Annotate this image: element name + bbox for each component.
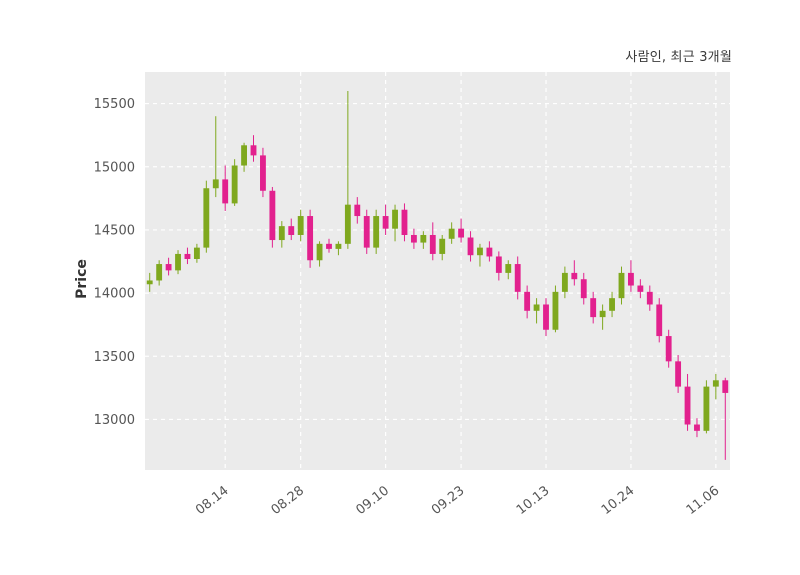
candle-body	[146, 280, 153, 285]
candle-body	[561, 272, 568, 292]
candle-body	[241, 145, 247, 166]
candle-body	[524, 291, 531, 311]
candle-body	[222, 179, 229, 204]
candle-body	[260, 155, 266, 191]
chart-title: 사람인, 최근 3개월	[625, 50, 732, 65]
candle-body	[193, 247, 200, 259]
candle-body	[609, 298, 615, 311]
candle-body	[307, 216, 314, 261]
plot-area	[145, 72, 730, 470]
y-tick-label: 14500	[94, 223, 135, 238]
candle-body	[590, 298, 597, 318]
candle-body	[656, 304, 663, 337]
candle-body	[439, 238, 446, 254]
candle-body	[401, 209, 408, 235]
candle-body	[448, 228, 455, 239]
x-tick-label: 09.10	[354, 483, 393, 518]
candle-body	[543, 304, 549, 330]
candle-body	[278, 226, 285, 241]
candle-body	[288, 226, 295, 235]
candle-body	[628, 272, 634, 286]
y-tick-label: 14000	[94, 287, 135, 302]
candle-body	[344, 204, 351, 244]
x-tick-label: 08.14	[193, 483, 232, 518]
x-tick-label: 10.13	[514, 483, 553, 518]
candle-body	[250, 145, 257, 156]
x-tick-label: 09.23	[429, 483, 468, 518]
candle-body	[646, 291, 653, 305]
candle-body	[429, 234, 436, 254]
y-tick-label: 13500	[94, 350, 135, 365]
candle-body	[458, 228, 465, 238]
candle-body	[382, 216, 389, 229]
candle-body	[533, 304, 540, 311]
candle-body	[467, 237, 474, 256]
candle-body	[410, 234, 417, 243]
candle-body	[694, 424, 700, 431]
candle-body	[175, 253, 181, 271]
candle-body	[373, 216, 380, 248]
candle-body	[580, 279, 587, 299]
candle-body	[156, 264, 163, 281]
candle-body	[326, 243, 332, 249]
candle-body	[712, 380, 719, 387]
candle-body	[637, 285, 644, 292]
candle-body	[599, 310, 606, 318]
candle-body	[165, 264, 172, 271]
candle-body	[514, 264, 521, 292]
candle-body	[363, 216, 370, 248]
x-tick-label: 08.28	[269, 483, 308, 518]
candle-body	[722, 380, 729, 393]
candle-body	[184, 253, 191, 259]
candle-body	[703, 386, 710, 431]
candle-body	[665, 336, 672, 362]
candle-body	[297, 216, 304, 235]
candle-body	[618, 272, 625, 299]
candle-body	[354, 204, 361, 217]
candle-body	[477, 247, 483, 256]
x-tick-label: 10.24	[599, 483, 638, 518]
candle-body	[316, 243, 323, 261]
x-tick-label: 11.06	[684, 483, 723, 518]
candle-body	[420, 234, 427, 243]
candle-body	[486, 247, 493, 257]
candle-body	[571, 272, 578, 280]
candle-body	[231, 165, 238, 204]
y-tick-label: 15000	[94, 160, 135, 175]
candle-body	[495, 256, 502, 273]
candle-body	[684, 386, 691, 425]
y-tick-label: 13000	[94, 413, 135, 428]
candle-body	[505, 264, 512, 273]
candle-body	[552, 291, 559, 330]
candle-body	[203, 188, 210, 248]
candle-body	[335, 243, 342, 249]
candle-body	[675, 361, 682, 387]
candle-body	[269, 190, 276, 241]
candle-body	[212, 179, 219, 189]
candle-body	[392, 209, 398, 229]
y-tick-label: 15500	[94, 97, 135, 112]
